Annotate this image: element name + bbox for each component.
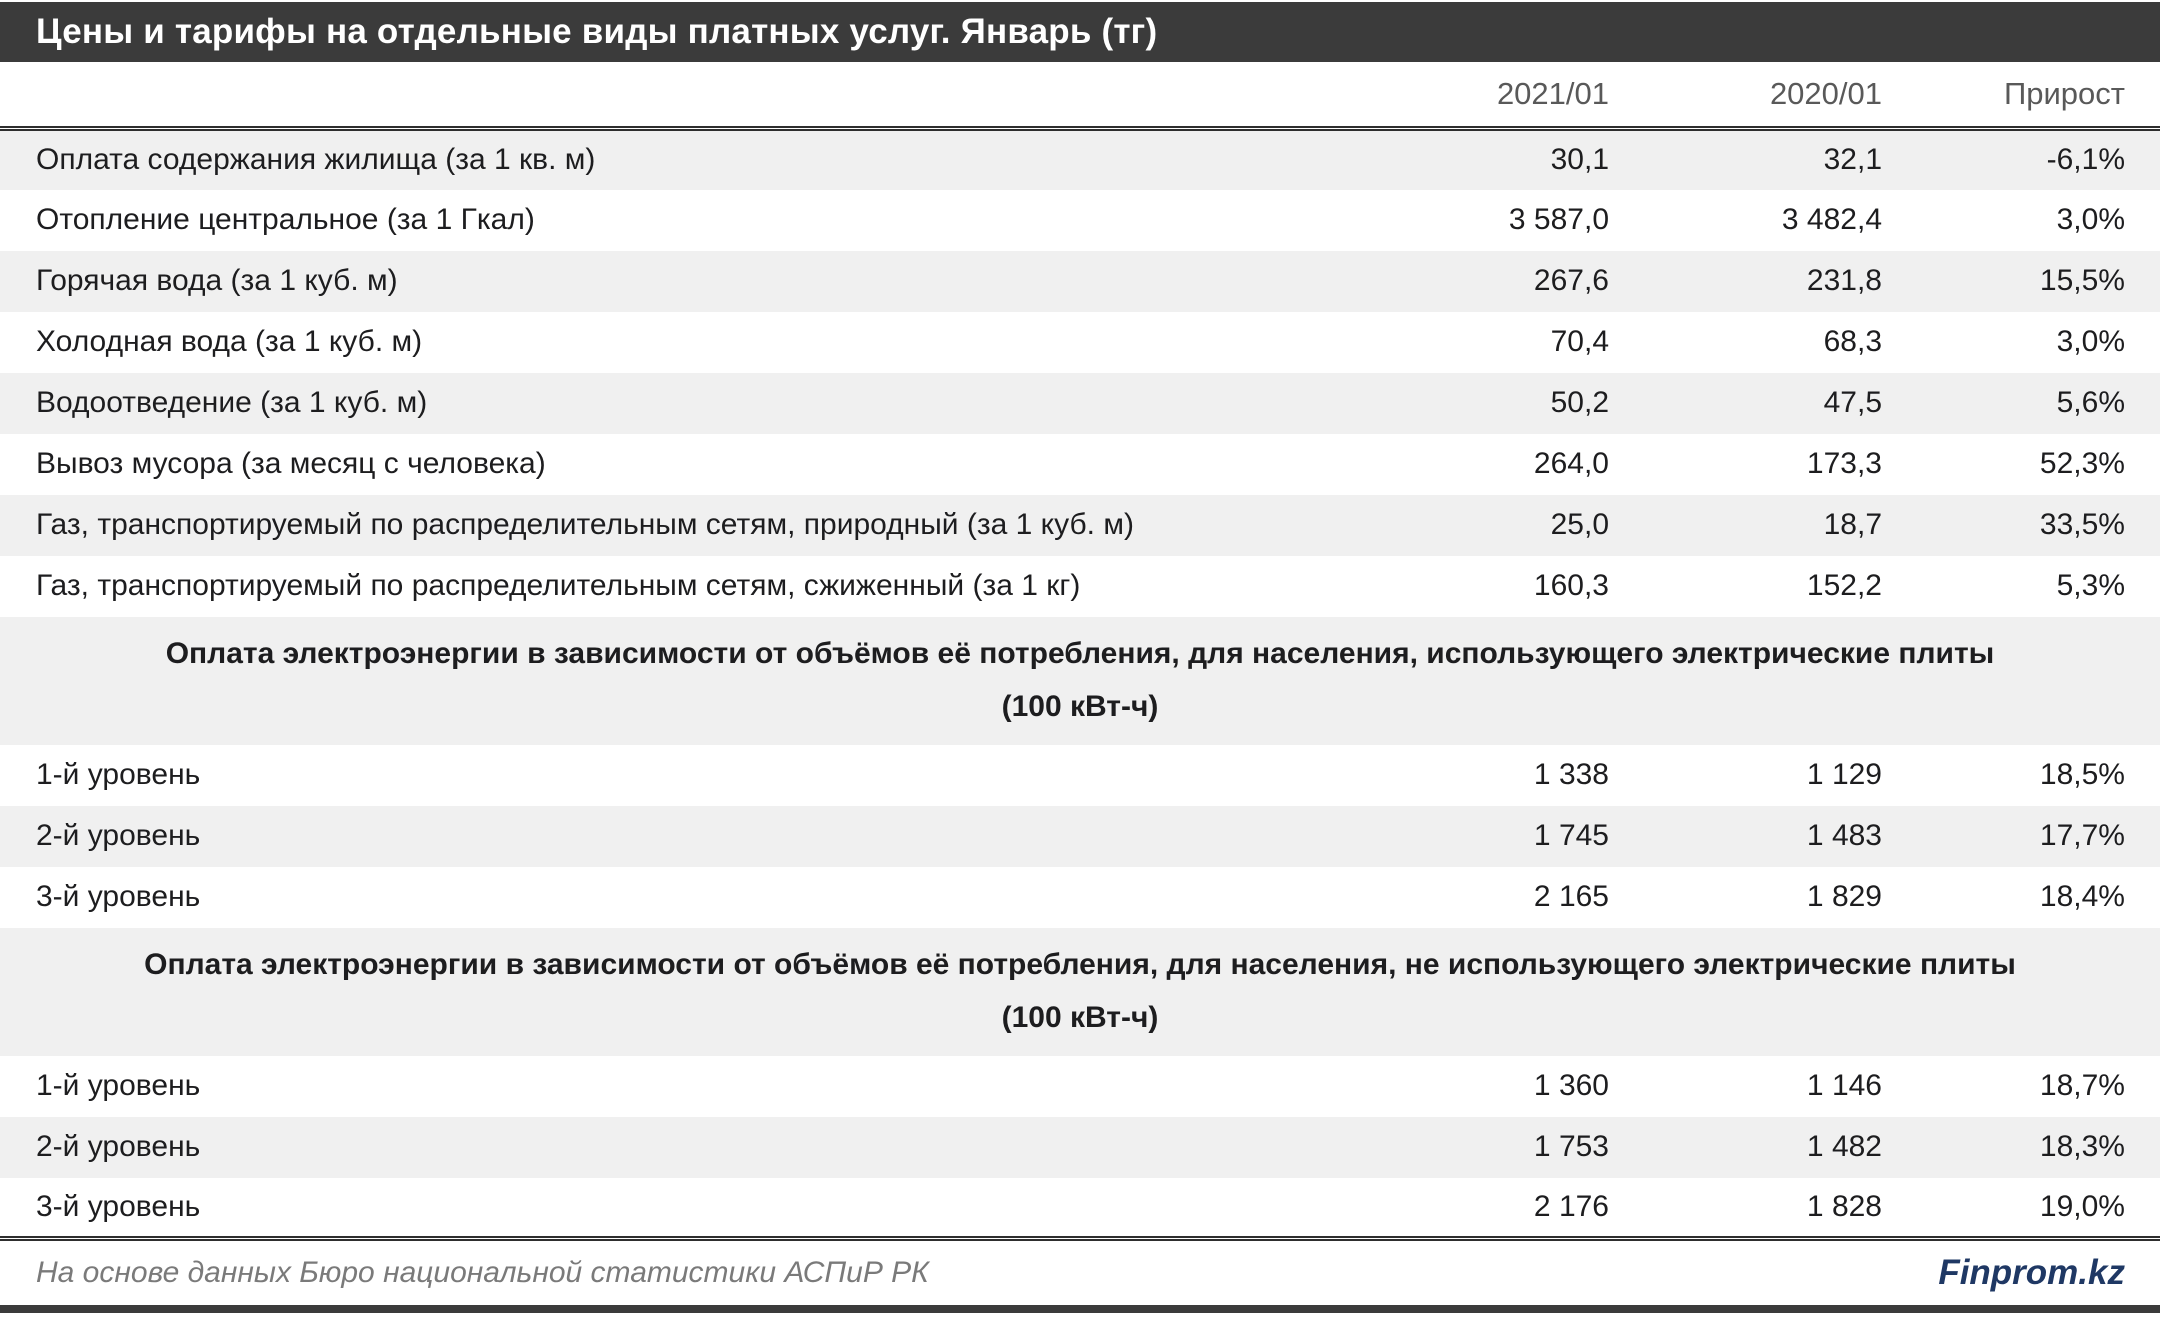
table-row: Водоотведение (за 1 куб. м) 50,2 47,5 5,… xyxy=(0,372,2160,434)
col-header-growth: Прирост xyxy=(2003,76,2125,111)
row-label: Газ, транспортируемый по распределительн… xyxy=(36,508,1134,541)
value-2021: 1 338 xyxy=(1533,758,1609,791)
row-label: Отопление центральное (за 1 Гкал) xyxy=(36,203,535,236)
value-2021: 1 753 xyxy=(1533,1130,1609,1163)
value-2021: 30,1 xyxy=(1550,143,1609,177)
value-2020: 1 483 xyxy=(1806,819,1882,852)
col-header-empty xyxy=(0,62,1329,129)
value-2020: 3 482,4 xyxy=(1781,203,1882,236)
row-label: 1-й уровень xyxy=(36,1069,201,1102)
value-2020: 152,2 xyxy=(1806,569,1882,602)
row-label: Горячая вода (за 1 куб. м) xyxy=(36,264,398,297)
page-title: Цены и тарифы на отдельные виды платных … xyxy=(36,12,1158,51)
growth-value: 18,3% xyxy=(2039,1130,2125,1163)
table-row: 3-й уровень 2 176 1 828 19,0% xyxy=(0,1178,2160,1239)
table-row: 1-й уровень 1 360 1 146 18,7% xyxy=(0,1056,2160,1117)
section-title-line1: Оплата электроэнергии в зависимости от о… xyxy=(144,948,2016,981)
value-2021: 2 176 xyxy=(1533,1189,1609,1223)
row-label: 2-й уровень xyxy=(36,819,201,852)
value-2020: 18,7 xyxy=(1823,508,1882,541)
value-2021: 1 360 xyxy=(1533,1069,1609,1102)
value-2020: 231,8 xyxy=(1806,264,1882,297)
table-row: 2-й уровень 1 753 1 482 18,3% xyxy=(0,1116,2160,1178)
title-bar: Цены и тарифы на отдельные виды платных … xyxy=(0,2,2160,62)
brand-logo: Finprom.kz xyxy=(1938,1253,2125,1292)
growth-value: 18,5% xyxy=(2039,758,2125,791)
value-2021: 3 587,0 xyxy=(1508,203,1609,236)
section-title-line1: Оплата электроэнергии в зависимости от о… xyxy=(165,637,1995,670)
table-row: Оплата содержания жилища (за 1 кв. м) 30… xyxy=(0,128,2160,190)
table-row: Вывоз мусора (за месяц с человека) 264,0… xyxy=(0,434,2160,495)
value-2021: 264,0 xyxy=(1533,447,1609,480)
table-row: 3-й уровень 2 165 1 829 18,4% xyxy=(0,867,2160,928)
table-row: Газ, транспортируемый по распределительн… xyxy=(0,494,2160,556)
growth-value: 3,0% xyxy=(2056,203,2125,236)
value-2021: 2 165 xyxy=(1533,880,1609,913)
growth-value: 5,6% xyxy=(2056,386,2125,419)
value-2021: 267,6 xyxy=(1533,264,1609,297)
growth-value: 19,0% xyxy=(2039,1189,2125,1223)
table-row: Газ, транспортируемый по распределительн… xyxy=(0,556,2160,617)
table-row: Холодная вода (за 1 куб. м) 70,4 68,3 3,… xyxy=(0,312,2160,373)
col-header-2021: 2021/01 xyxy=(1496,76,1609,111)
row-label: Водоотведение (за 1 куб. м) xyxy=(36,386,428,419)
value-2020: 1 146 xyxy=(1806,1069,1882,1102)
growth-value: 15,5% xyxy=(2039,264,2125,297)
row-label: Газ, транспортируемый по распределительн… xyxy=(36,569,1081,602)
section-title-line2: (100 кВт-ч) xyxy=(1001,689,1159,723)
value-2020: 1 482 xyxy=(1806,1130,1882,1163)
value-2020: 1 829 xyxy=(1806,880,1882,913)
row-label: 1-й уровень xyxy=(36,758,201,791)
value-2021: 1 745 xyxy=(1533,819,1609,852)
table-row: Горячая вода (за 1 куб. м) 267,6 231,8 1… xyxy=(0,250,2160,312)
value-2021: 160,3 xyxy=(1533,569,1609,602)
table-row: 1-й уровень 1 338 1 129 18,5% xyxy=(0,745,2160,806)
value-2020: 1 129 xyxy=(1806,758,1882,791)
growth-value: 18,4% xyxy=(2039,880,2125,913)
value-2020: 1 828 xyxy=(1806,1189,1882,1223)
section-title-line2: (100 кВт-ч) xyxy=(1001,1000,1159,1034)
value-2020: 173,3 xyxy=(1806,447,1882,480)
price-table: 2021/01 2020/01 Прирост Оплата содержани… xyxy=(0,62,2160,1241)
row-label: 3-й уровень xyxy=(36,1189,201,1223)
value-2020: 47,5 xyxy=(1823,386,1882,419)
row-label: Вывоз мусора (за месяц с человека) xyxy=(36,447,546,480)
section-header-row: Оплата электроэнергии в зависимости от о… xyxy=(0,616,2160,745)
growth-value: 17,7% xyxy=(2039,819,2125,852)
footer: На основе данных Бюро национальной стати… xyxy=(0,1241,2160,1305)
growth-value: 33,5% xyxy=(2039,508,2125,541)
table-row: Отопление центральное (за 1 Гкал) 3 587,… xyxy=(0,190,2160,251)
growth-value: -6,1% xyxy=(2046,143,2125,177)
growth-value: 3,0% xyxy=(2056,325,2125,358)
value-2020: 68,3 xyxy=(1823,325,1882,358)
bottom-divider xyxy=(0,1305,2160,1313)
table-header-row: 2021/01 2020/01 Прирост xyxy=(0,62,2160,129)
col-header-2020: 2020/01 xyxy=(1769,76,1882,111)
value-2021: 70,4 xyxy=(1550,325,1609,358)
table-body: Оплата содержания жилища (за 1 кв. м) 30… xyxy=(0,128,2160,1239)
row-label: Оплата содержания жилища (за 1 кв. м) xyxy=(36,143,596,177)
value-2021: 25,0 xyxy=(1550,508,1609,541)
value-2020: 32,1 xyxy=(1823,143,1882,177)
row-label: 3-й уровень xyxy=(36,880,201,913)
section-header-row: Оплата электроэнергии в зависимости от о… xyxy=(0,927,2160,1056)
row-label: 2-й уровень xyxy=(36,1130,201,1163)
row-label: Холодная вода (за 1 куб. м) xyxy=(36,325,423,358)
value-2021: 50,2 xyxy=(1550,386,1609,419)
growth-value: 52,3% xyxy=(2039,447,2125,480)
source-note: На основе данных Бюро национальной стати… xyxy=(36,1256,929,1289)
growth-value: 18,7% xyxy=(2039,1069,2125,1102)
table-row: 2-й уровень 1 745 1 483 17,7% xyxy=(0,805,2160,867)
growth-value: 5,3% xyxy=(2056,569,2125,602)
